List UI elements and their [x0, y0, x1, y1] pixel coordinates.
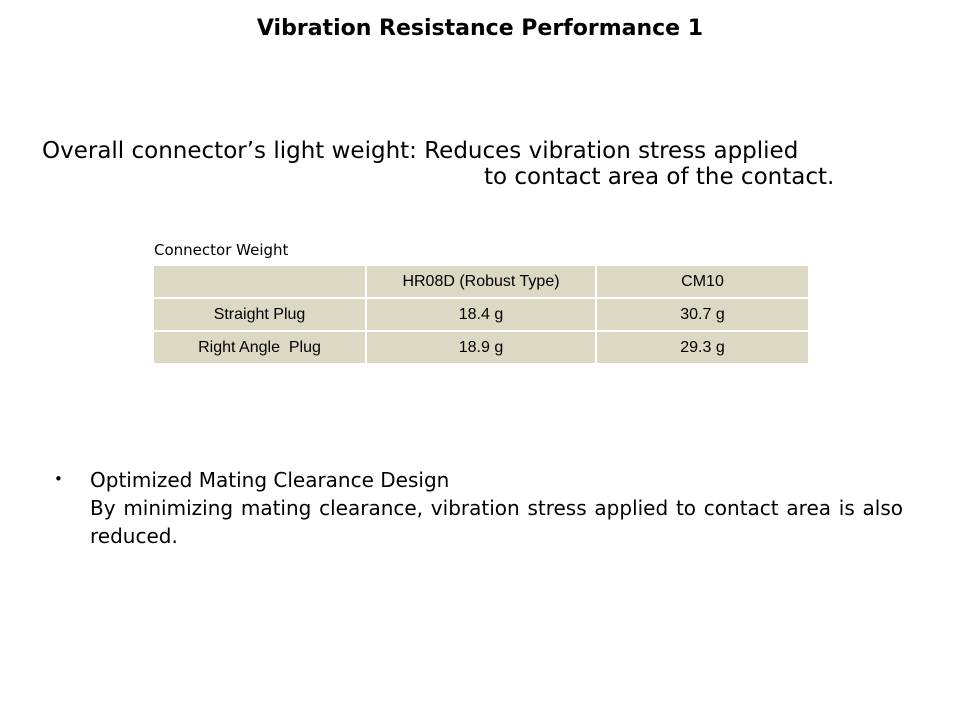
table-caption: Connector Weight: [154, 241, 289, 259]
table-cell: 29.3 g: [595, 330, 810, 365]
table-header-row: HR08D (Robust Type) CM10: [152, 264, 810, 299]
header-cell: CM10: [595, 264, 810, 299]
table-cell: 18.9 g: [365, 330, 597, 365]
row-label: Straight Plug: [152, 297, 367, 332]
row-label: Right Angle Plug: [152, 330, 367, 365]
header-cell: HR08D (Robust Type): [365, 264, 597, 299]
table-cell: 30.7 g: [595, 297, 810, 332]
header-cell: [152, 264, 367, 299]
bullet-heading: Optimized Mating Clearance Design: [90, 468, 450, 492]
table-row: Straight Plug 18.4 g 30.7 g: [152, 297, 810, 332]
bullet-marker: •: [54, 470, 63, 488]
weight-table: HR08D (Robust Type) CM10 Straight Plug 1…: [152, 264, 810, 365]
lead-line-1: Overall connector’s light weight: Reduce…: [42, 138, 799, 164]
bullet-text: Optimized Mating Clearance Design By min…: [90, 466, 903, 550]
bullet-body: By minimizing mating clearance, vibratio…: [90, 496, 903, 548]
slide-title: Vibration Resistance Performance 1: [256, 16, 704, 41]
lead-line-2: to contact area of the contact.: [484, 164, 835, 190]
table-row: Right Angle Plug 18.9 g 29.3 g: [152, 330, 810, 365]
table-cell: 18.4 g: [365, 297, 597, 332]
